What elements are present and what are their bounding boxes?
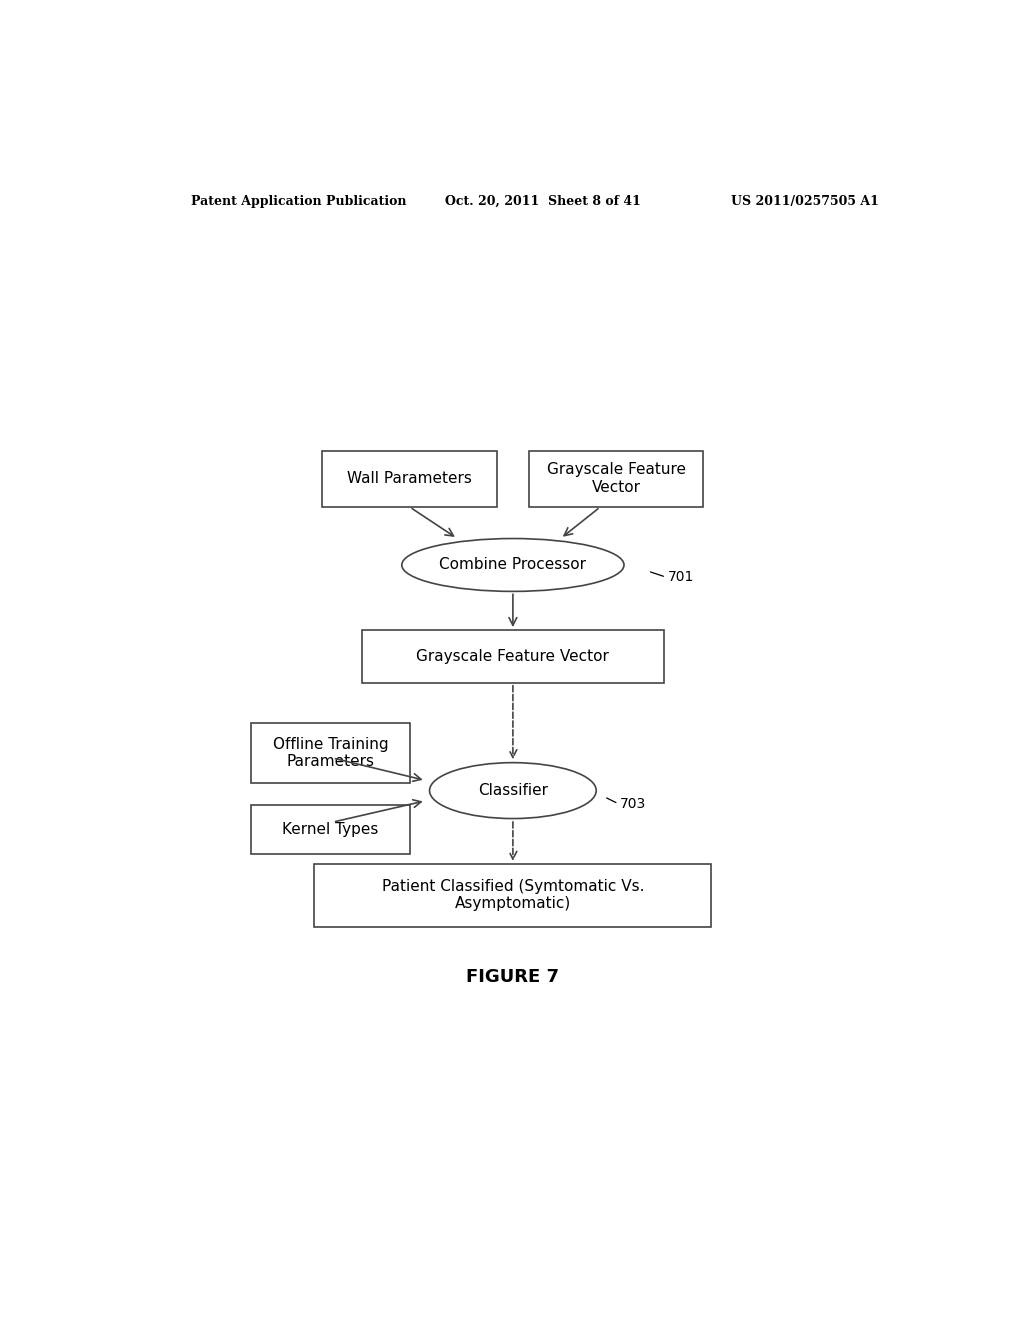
Text: 703: 703 [620,797,646,810]
Text: US 2011/0257505 A1: US 2011/0257505 A1 [731,194,879,207]
FancyBboxPatch shape [362,630,664,682]
FancyBboxPatch shape [528,450,703,507]
Ellipse shape [430,763,596,818]
Text: Offline Training
Parameters: Offline Training Parameters [272,737,388,770]
Text: Classifier: Classifier [478,783,548,799]
Text: Combine Processor: Combine Processor [439,557,587,573]
Text: FIGURE 7: FIGURE 7 [466,968,559,986]
Text: Grayscale Feature
Vector: Grayscale Feature Vector [547,462,685,495]
Text: Wall Parameters: Wall Parameters [347,471,472,486]
FancyBboxPatch shape [251,805,410,854]
FancyBboxPatch shape [251,722,410,784]
Text: 701: 701 [668,570,694,585]
Ellipse shape [401,539,624,591]
Text: Oct. 20, 2011  Sheet 8 of 41: Oct. 20, 2011 Sheet 8 of 41 [445,194,641,207]
Text: Grayscale Feature Vector: Grayscale Feature Vector [417,649,609,664]
Text: Patent Application Publication: Patent Application Publication [191,194,407,207]
FancyBboxPatch shape [323,450,497,507]
FancyBboxPatch shape [314,863,712,927]
Text: Patient Classified (Symtomatic Vs.
Asymptomatic): Patient Classified (Symtomatic Vs. Asymp… [382,879,644,912]
Text: Kernel Types: Kernel Types [283,822,379,837]
